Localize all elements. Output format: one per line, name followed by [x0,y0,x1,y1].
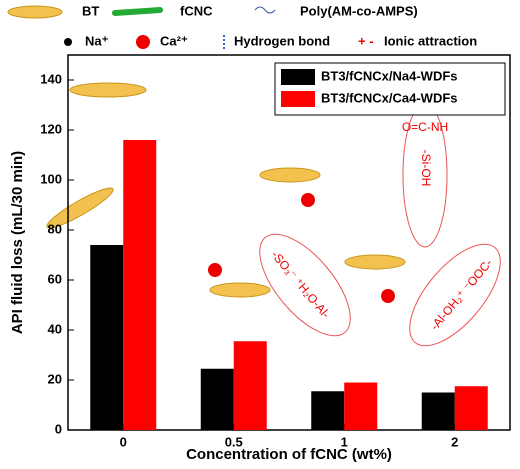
legend-swatch [281,69,315,85]
bt-shape [344,254,406,270]
x-axis-title: Concentration of fCNC (wt%) [186,446,392,463]
x-tick-label: 2 [451,434,458,449]
y-tick-label: 140 [40,71,62,86]
bar [454,386,488,430]
ca-icon [136,35,150,49]
fcnc-icon [112,7,163,16]
bar [421,392,455,430]
bubble [409,243,501,347]
legend-label: BT3/fCNCx/Ca4-WDFs [321,90,458,105]
ionic-icon: + - [358,33,374,48]
key-label: Ca²⁺ [160,33,188,48]
bt-shape [69,82,147,98]
annotation: -Al-OH₂⁺ ⁻OOC- [428,256,496,333]
ca-ion [381,289,395,303]
illustration [46,82,501,347]
key-label: Hydrogen bond [234,33,330,48]
annotation: -Si-OH [419,150,433,187]
x-tick-label: 1 [341,434,348,449]
x-tick-label: 0 [120,434,127,449]
bar [233,341,267,430]
bt-shape [46,187,114,229]
bar [200,368,234,430]
bar [123,140,157,430]
bar [90,245,124,430]
annotation: -SO₃⁻ ⁺H₂O-Al- [268,248,332,321]
ca-ion [208,263,222,277]
bar [311,391,345,430]
y-tick-label: 0 [55,421,62,436]
bubble [259,233,351,337]
y-axis-title: API fluid loss (mL/30 min) [9,151,26,334]
bt-icon [7,5,63,19]
key-label: Na⁺ [85,33,109,48]
bt-shape [259,167,321,183]
y-tick-label: 80 [48,221,62,236]
na-icon [64,38,72,46]
y-tick-label: 40 [48,321,62,336]
y-tick-label: 100 [40,171,62,186]
plot-frame [67,54,511,431]
legend-label: BT3/fCNCx/Na4-WDFs [321,68,458,83]
y-tick-label: 120 [40,121,62,136]
ca-ion [301,193,315,207]
key-label: Ionic attraction [384,33,477,48]
key-label: Poly(AM-co-AMPS) [300,3,418,18]
x-tick-label: 0.5 [225,434,243,449]
bar [344,382,378,430]
legend-swatch [281,91,315,107]
bt-shape [209,282,271,298]
y-tick-label: 20 [48,371,62,386]
key-label: BT [82,3,99,18]
y-tick-label: 60 [48,271,62,286]
key-label: fCNC [180,3,213,18]
polymer-icon [254,6,276,14]
annotation: O=C-NH [402,120,448,134]
